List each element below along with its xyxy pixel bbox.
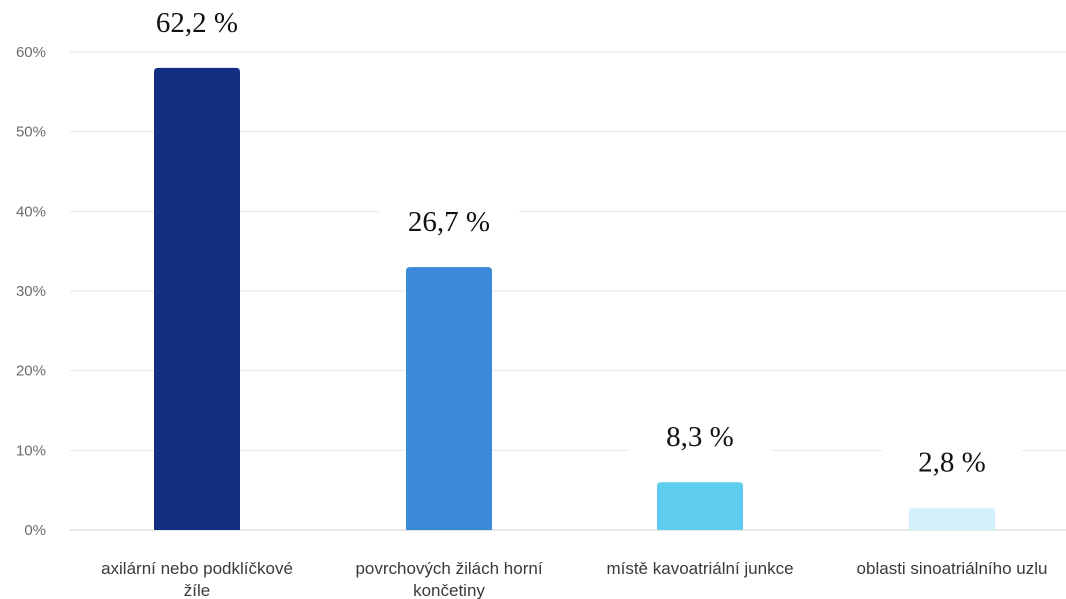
- data-label: 26,7 %: [408, 206, 490, 238]
- y-tick-label: 40%: [16, 203, 46, 220]
- y-tick-label: 0%: [24, 522, 46, 539]
- bars: [154, 67, 995, 530]
- y-tick-label: 10%: [16, 442, 46, 459]
- bar: [406, 267, 492, 530]
- data-label: 8,3 %: [666, 421, 734, 453]
- y-tick-label: 50%: [16, 124, 46, 141]
- data-label-background: [379, 201, 519, 242]
- x-category-label: oblasti sinoatriálního uzlu: [857, 559, 1048, 578]
- y-axis-ticks: 0% 10% 20% 30% 40% 50% 60%: [16, 44, 46, 539]
- x-category-label: žíle: [184, 581, 210, 599]
- data-label-background: [882, 441, 1022, 482]
- bar: [909, 507, 995, 530]
- data-label-background: [630, 416, 770, 457]
- bar: [657, 482, 743, 530]
- data-label: 62,2 %: [156, 7, 238, 39]
- y-tick-label: 20%: [16, 363, 46, 380]
- data-label-background: [127, 1, 267, 42]
- x-category-label: axilární nebo podklíčkové: [101, 559, 293, 578]
- y-tick-label: 30%: [16, 283, 46, 300]
- data-labels: 62,2 % 26,7 % 8,3 % 2,8 %: [127, 1, 1022, 482]
- y-tick-label: 60%: [16, 44, 46, 61]
- x-category-label: povrchových žilách horní: [355, 559, 542, 578]
- bar: [154, 67, 240, 530]
- data-label: 2,8 %: [918, 447, 986, 479]
- x-category-label: místě kavoatriální junkce: [606, 559, 793, 578]
- x-axis-categories: axilární nebo podklíčkové žíle povrchových…: [101, 559, 1047, 599]
- x-category-label: končetiny: [413, 581, 485, 599]
